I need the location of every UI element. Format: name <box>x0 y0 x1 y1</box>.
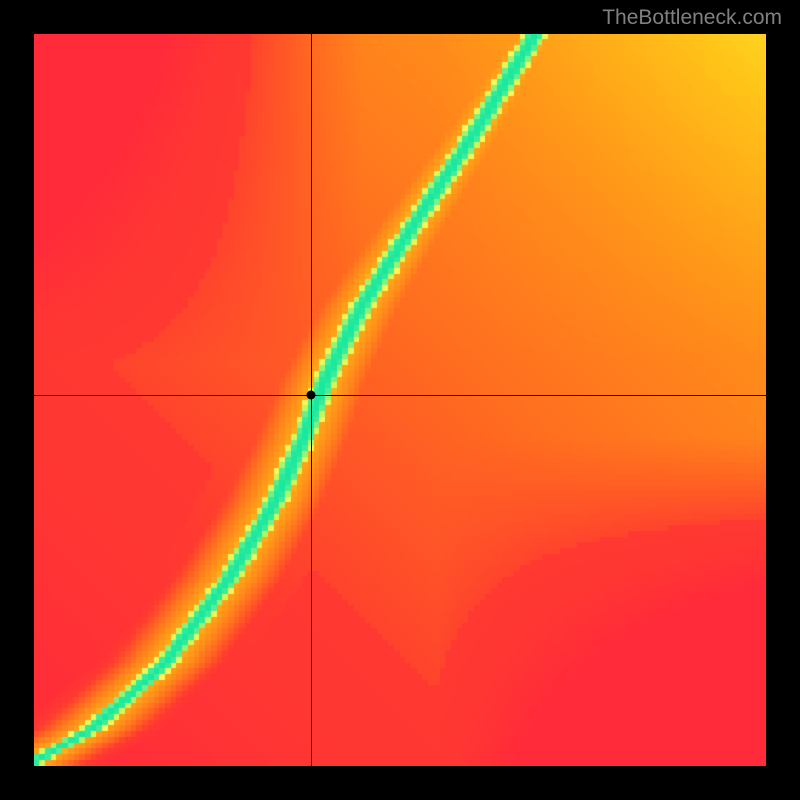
crosshair-vertical <box>311 34 312 766</box>
heatmap-canvas <box>34 34 766 766</box>
watermark-text: TheBottleneck.com <box>602 6 782 30</box>
marker-dot <box>306 390 315 399</box>
heatmap-plot <box>34 34 766 766</box>
crosshair-horizontal <box>34 395 766 396</box>
